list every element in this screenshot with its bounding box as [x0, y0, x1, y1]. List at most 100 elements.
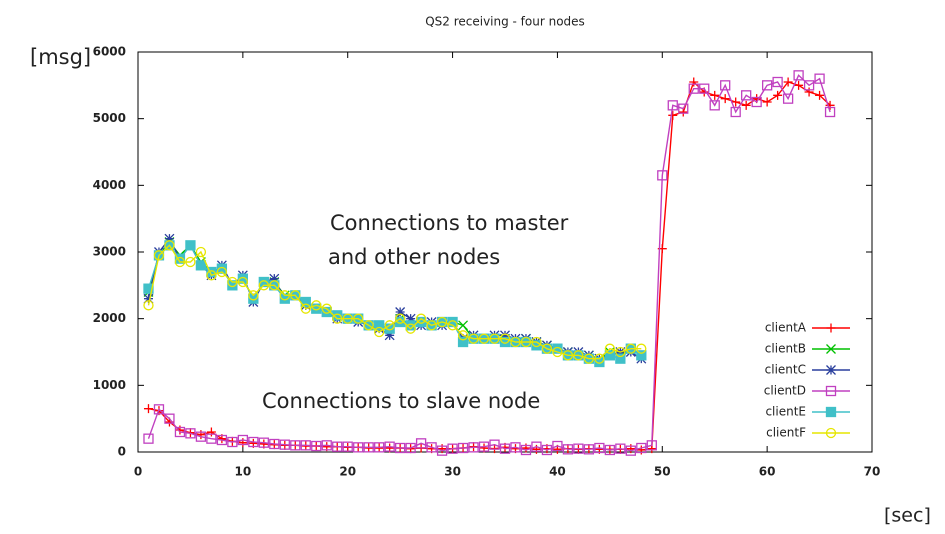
- data-point: [783, 77, 793, 87]
- legend-label: clientA: [765, 321, 807, 335]
- data-point: [794, 80, 804, 90]
- x-tick-label: 70: [864, 465, 881, 479]
- data-point: [457, 442, 469, 454]
- legend-label: clientF: [766, 426, 806, 440]
- legend-label: clientD: [764, 384, 806, 398]
- data-point: [248, 436, 259, 448]
- x-tick-label: 0: [134, 465, 142, 479]
- data-point: [227, 280, 238, 291]
- annotation: Connections to slave node: [262, 389, 540, 413]
- data-point: [615, 443, 626, 454]
- data-point: [782, 93, 794, 104]
- data-point: [405, 323, 416, 334]
- data-point: [363, 442, 374, 453]
- data-point: [457, 330, 469, 341]
- data-point: [258, 437, 269, 448]
- y-tick-label: 6000: [93, 45, 126, 59]
- data-point: [269, 273, 280, 284]
- data-point: [174, 256, 186, 268]
- x-tick-label: 40: [549, 465, 566, 479]
- data-point: [478, 333, 490, 344]
- data-point: [384, 320, 395, 331]
- legend-label: clientE: [765, 405, 806, 419]
- y-tick-label: 1000: [93, 378, 126, 392]
- data-point: [216, 263, 228, 274]
- data-point: [269, 438, 280, 450]
- data-point: [688, 83, 699, 94]
- data-point: [583, 353, 595, 364]
- data-point: [143, 433, 154, 444]
- data-point: [342, 441, 353, 452]
- data-point: [562, 444, 574, 455]
- data-point: [499, 333, 511, 344]
- data-point: [552, 343, 563, 354]
- annotation: and other nodes: [328, 245, 500, 269]
- data-point: [258, 280, 269, 291]
- data-point: [689, 77, 699, 87]
- data-point: [311, 303, 322, 314]
- legend-marker: [826, 365, 836, 375]
- y-tick-label: 4000: [93, 178, 126, 192]
- data-point: [195, 431, 207, 442]
- x-axis-label: [sec]: [884, 505, 931, 527]
- data-point: [489, 333, 500, 344]
- data-point: [594, 356, 605, 368]
- data-point: [258, 276, 269, 288]
- data-point: [573, 443, 584, 454]
- data-point: [164, 240, 175, 251]
- data-point: [510, 336, 521, 348]
- data-point: [195, 260, 207, 271]
- data-point: [384, 441, 395, 452]
- data-point: [552, 346, 563, 358]
- data-point: [300, 440, 311, 451]
- legend-label: clientC: [765, 363, 806, 377]
- data-point: [164, 233, 175, 244]
- data-point: [573, 350, 584, 361]
- data-point: [594, 353, 605, 364]
- data-point: [426, 442, 437, 453]
- data-point: [468, 442, 479, 453]
- data-point: [394, 442, 406, 454]
- data-point: [458, 320, 469, 331]
- data-point: [363, 320, 374, 331]
- data-point: [699, 83, 710, 94]
- data-point: [332, 313, 343, 324]
- data-point: [720, 94, 730, 104]
- legend-marker: [826, 344, 836, 354]
- data-point: [237, 434, 249, 446]
- data-point: [436, 316, 448, 328]
- legend-label: clientB: [765, 342, 806, 356]
- data-point: [741, 100, 751, 110]
- data-point: [499, 443, 511, 454]
- data-point: [510, 442, 521, 453]
- data-point: [227, 276, 238, 288]
- data-point: [174, 426, 186, 438]
- data-point: [751, 96, 762, 108]
- data-point: [216, 266, 228, 278]
- data-point: [206, 427, 216, 437]
- data-point: [793, 70, 804, 81]
- data-point: [311, 440, 322, 452]
- data-point: [279, 293, 290, 304]
- data-point: [353, 442, 364, 453]
- data-point: [604, 444, 616, 456]
- data-point: [646, 440, 657, 451]
- data-point: [552, 440, 563, 452]
- data-point: [405, 442, 416, 454]
- data-point: [216, 434, 228, 446]
- data-point: [604, 343, 616, 354]
- data-point: [562, 350, 574, 361]
- data-point: [311, 300, 322, 311]
- data-point: [342, 313, 353, 324]
- data-point: [457, 336, 469, 348]
- data-point: [531, 441, 542, 452]
- data-point: [321, 440, 332, 451]
- data-point: [353, 313, 364, 324]
- data-point: [174, 253, 186, 264]
- data-point: [394, 313, 406, 324]
- data-point: [594, 442, 605, 454]
- data-point: [290, 290, 301, 301]
- data-point: [290, 440, 301, 451]
- data-point: [405, 313, 416, 324]
